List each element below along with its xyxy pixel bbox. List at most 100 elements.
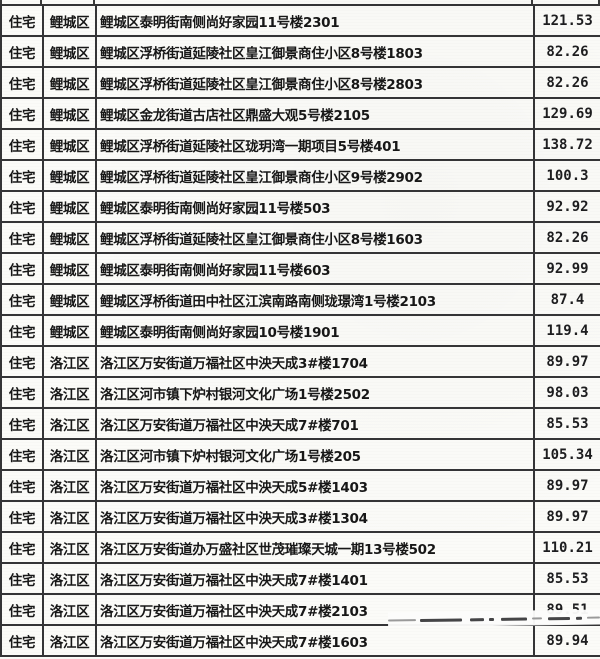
cell-area: 92.99 [535,254,600,283]
grid-line-stub [0,0,2,4]
cell-property-type: 住宅 [2,68,44,97]
cell-property-type: 住宅 [2,440,44,469]
scan-smudge-artifact [387,609,600,628]
cell-property-type: 住宅 [2,626,44,655]
cell-address: 洛江区万安街道万福社区中泱天成3#楼1704 [97,347,535,376]
table-row: 住宅 鲤城区 鲤城区泰明街南侧尚好家园11号楼2301 121.53 [0,6,600,37]
table-row: 住宅 洛江区 洛江区河市镇下炉村银河文化广场1号楼2502 98.03 [0,378,600,409]
cell-district: 鲤城区 [44,254,97,283]
cell-district: 鲤城区 [44,285,97,314]
cell-area: 89.97 [535,471,600,500]
cell-district: 鲤城区 [44,223,97,252]
cell-district: 洛江区 [44,595,97,624]
cell-district: 鲤城区 [44,192,97,221]
table-row: 住宅 鲤城区 鲤城区泰明街南侧尚好家园11号楼503 92.92 [0,192,600,223]
cell-address: 鲤城区泰明街南侧尚好家园11号楼603 [97,254,535,283]
smudge-dash [500,617,528,621]
cell-property-type: 住宅 [2,254,44,283]
table-row: 住宅 鲤城区 鲤城区浮桥街道延陵社区珑玥湾一期项目5号楼401 138.72 [0,130,600,161]
cell-district: 鲤城区 [44,130,97,159]
cell-area: 89.97 [535,347,600,376]
cell-area: 85.53 [535,564,600,593]
cell-district: 洛江区 [44,347,97,376]
cell-district: 洛江区 [44,409,97,438]
table-row: 住宅 洛江区 洛江区万安街道万福社区中泱天成3#楼1704 89.97 [0,347,600,378]
cell-address: 洛江区万安街道万福社区中泱天成7#楼701 [97,409,535,438]
cell-district: 洛江区 [44,626,97,655]
cell-address: 洛江区万安街道万福社区中泱天成3#楼1304 [97,502,535,531]
table-row: 住宅 洛江区 洛江区万安街道万福社区中泱天成7#楼701 85.53 [0,409,600,440]
table-row: 住宅 鲤城区 鲤城区泰明街南侧尚好家园10号楼1901 119.4 [0,316,600,347]
cell-area: 89.97 [535,502,600,531]
cell-address: 鲤城区泰明街南侧尚好家园11号楼503 [97,192,535,221]
grid-line-stub [531,0,533,4]
smudge-dash [575,616,583,620]
table-row: 住宅 洛江区 洛江区万安街道办万盛社区世茂璀璨天城一期13号楼502 110.2… [0,533,600,564]
cell-address: 鲤城区浮桥街道延陵社区珑玥湾一期项目5号楼401 [97,130,535,159]
cell-address: 洛江区万安街道万福社区中泱天成7#楼2103 [97,595,535,624]
cell-area: 105.34 [535,440,600,469]
cell-area: 87.4 [535,285,600,314]
table-row: 住宅 鲤城区 鲤城区浮桥街道延陵社区皇江御景商住小区8号楼1803 82.26 [0,37,600,68]
cell-property-type: 住宅 [2,223,44,252]
cell-property-type: 住宅 [2,502,44,531]
cell-address: 洛江区万安街道万福社区中泱天成7#楼1603 [97,626,535,655]
cell-area: 121.53 [535,6,600,35]
cell-address: 洛江区万安街道办万盛社区世茂璀璨天城一期13号楼502 [97,533,535,562]
cell-address: 鲤城区泰明街南侧尚好家园11号楼2301 [97,6,535,35]
cell-address: 鲤城区浮桥街道延陵社区皇江御景商住小区8号楼1803 [97,37,535,66]
cell-address: 鲤城区浮桥街道延陵社区皇江御景商住小区9号楼2902 [97,161,535,190]
cell-district: 鲤城区 [44,68,97,97]
cell-area: 92.92 [535,192,600,221]
cell-area: 85.53 [535,409,600,438]
cell-district: 洛江区 [44,378,97,407]
smudge-dash [488,618,495,622]
cell-area: 82.26 [535,223,600,252]
cell-district: 鲤城区 [44,99,97,128]
cell-property-type: 住宅 [2,99,44,128]
smudge-dash [547,616,571,621]
cell-property-type: 住宅 [2,378,44,407]
cell-address: 鲤城区金龙街道古店社区鼎盛大观5号楼2105 [97,99,535,128]
table-row: 住宅 洛江区 洛江区万安街道万福社区中泱天成7#楼1401 85.53 [0,564,600,595]
table-row: 住宅 洛江区 洛江区河市镇下炉村银河文化广场1号楼205 105.34 [0,440,600,471]
cell-address: 洛江区万安街道万福社区中泱天成5#楼1403 [97,471,535,500]
cell-address: 洛江区万安街道万福社区中泱天成7#楼1401 [97,564,535,593]
cell-property-type: 住宅 [2,130,44,159]
table-row: 住宅 洛江区 洛江区万安街道万福社区中泱天成7#楼1603 89.94 [0,626,600,657]
cell-property-type: 住宅 [2,533,44,562]
smudge-dash [586,616,600,619]
cell-property-type: 住宅 [2,6,44,35]
table-row: 住宅 鲤城区 鲤城区泰明街南侧尚好家园11号楼603 92.99 [0,254,600,285]
cell-district: 鲤城区 [44,37,97,66]
smudge-dash [469,618,485,622]
smudge-dash [420,618,463,623]
cell-area: 110.21 [535,533,600,562]
cell-address: 鲤城区浮桥街道延陵社区皇江御景商住小区8号楼2803 [97,68,535,97]
cropped-row-remnant [0,0,600,4]
table-row: 住宅 鲤城区 鲤城区浮桥街道延陵社区皇江御景商住小区9号楼2902 100.3 [0,161,600,192]
cell-address: 洛江区河市镇下炉村银河文化广场1号楼205 [97,440,535,469]
cell-area: 138.72 [535,130,600,159]
cell-area: 82.26 [535,37,600,66]
cell-address: 鲤城区泰明街南侧尚好家园10号楼1901 [97,316,535,345]
cell-property-type: 住宅 [2,471,44,500]
cell-property-type: 住宅 [2,285,44,314]
table-row: 住宅 洛江区 洛江区万安街道万福社区中泱天成3#楼1304 89.97 [0,502,600,533]
table-row: 住宅 鲤城区 鲤城区浮桥街道延陵社区皇江御景商住小区8号楼1603 82.26 [0,223,600,254]
cell-area: 119.4 [535,316,600,345]
cell-property-type: 住宅 [2,595,44,624]
cell-district: 洛江区 [44,471,97,500]
cell-property-type: 住宅 [2,409,44,438]
cell-area: 98.03 [535,378,600,407]
cell-district: 鲤城区 [44,6,97,35]
grid-line-stub [40,0,42,4]
grid-line-stub [598,0,600,4]
smudge-dash [388,619,417,622]
cell-property-type: 住宅 [2,347,44,376]
table-row: 住宅 鲤城区 鲤城区浮桥街道田中社区江滨南路南侧珑璟湾1号楼2103 87.4 [0,285,600,316]
cell-area: 89.94 [535,626,600,655]
cell-property-type: 住宅 [2,316,44,345]
cell-area: 129.69 [535,99,600,128]
